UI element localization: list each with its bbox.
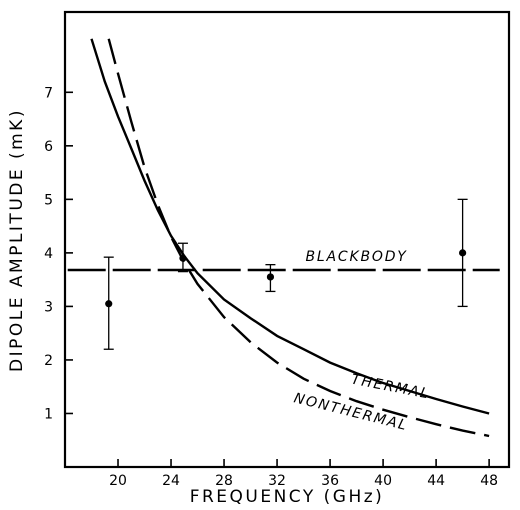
x-tick-label-24: 24 — [162, 473, 180, 489]
y-tick-label-1: 1 — [44, 406, 53, 422]
x-tick-label-32: 32 — [268, 473, 286, 489]
series-nonthermal-line — [107, 38, 490, 438]
x-tick-label-20: 20 — [109, 473, 127, 489]
x-tick-label-44: 44 — [427, 473, 445, 489]
data-point-2 — [179, 254, 187, 262]
x-axis-title: FREQUENCY (GHz) — [190, 487, 385, 507]
data-point-3 — [266, 273, 275, 281]
y-axis-title: DIPOLE AMPLITUDE (mK) — [7, 108, 27, 372]
x-tick-label-40: 40 — [374, 473, 392, 489]
y-tick-label-2: 2 — [44, 353, 53, 369]
x-tick-label-48: 48 — [480, 473, 498, 489]
x-tick-label-36: 36 — [321, 473, 339, 489]
model-curves — [67, 38, 500, 438]
annotation-blackbody: BLACKBODY — [306, 249, 408, 265]
measurement-points — [103, 198, 468, 350]
series-thermal-line — [90, 38, 490, 415]
y-tick-label-7: 7 — [44, 85, 53, 101]
y-tick-label-4: 4 — [44, 246, 53, 262]
axis-ticks: 20 24 28 32 36 40 44 48 1 2 3 4 5 6 7 — [44, 85, 498, 489]
data-point-4 — [459, 249, 467, 257]
annotation-thermal: THERMAL — [350, 372, 431, 403]
y-tick-label-5: 5 — [44, 192, 53, 208]
y-tick-label-6: 6 — [44, 139, 53, 155]
data-point-1 — [105, 300, 113, 308]
x-tick-label-28: 28 — [215, 473, 233, 489]
y-tick-label-3: 3 — [44, 299, 53, 315]
plot-frame — [63, 10, 511, 469]
